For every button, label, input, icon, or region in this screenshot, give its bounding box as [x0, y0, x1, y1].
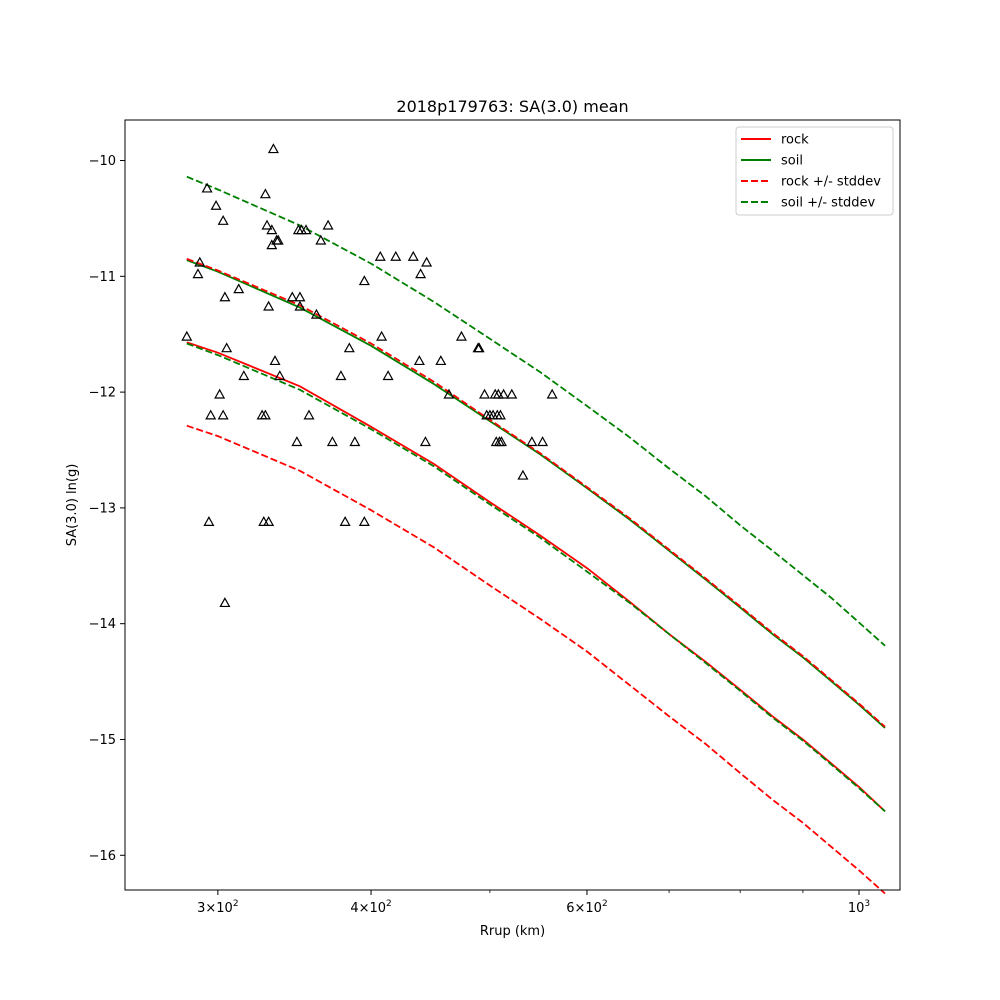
- observation-point: [407, 250, 419, 261]
- x-axis-label: Rrup (km): [480, 924, 545, 939]
- observation-point: [322, 219, 334, 230]
- observation-point: [303, 409, 315, 420]
- observation-point: [506, 388, 518, 399]
- observation-point: [339, 516, 351, 526]
- observation-point: [358, 275, 370, 286]
- observation-point: [192, 268, 204, 279]
- observation-point: [205, 409, 217, 420]
- observation-point: [374, 250, 386, 261]
- observation-point: [335, 370, 347, 381]
- observation-point: [300, 224, 312, 235]
- observation-point: [435, 355, 447, 366]
- observation-point: [203, 516, 215, 526]
- observation-point: [263, 516, 275, 526]
- observation-point: [259, 409, 271, 420]
- observation-point: [269, 355, 281, 366]
- observation-point: [349, 436, 361, 447]
- y-axis-ticks: −10 −11 −12 −13 −14 −15 −16: [89, 154, 125, 864]
- observation-point: [390, 250, 402, 261]
- observation-point: [415, 268, 427, 279]
- observation-point: [221, 342, 233, 353]
- observation-point: [259, 188, 271, 199]
- chart-title: 2018p179763: SA(3.0) mean: [396, 97, 628, 116]
- observation-point: [263, 300, 275, 311]
- x-axis-ticks: 3×102 4×102 6×102 103: [197, 890, 870, 916]
- observation-point: [217, 215, 229, 225]
- legend-label: rock: [781, 133, 809, 148]
- series-line-rock-stddev-2: [186, 258, 886, 728]
- legend: rock soil rock +/- stddev soil +/- stddev: [735, 126, 894, 216]
- observation-point: [382, 370, 394, 381]
- y-axis-label: SA(3.0) ln(g): [65, 464, 80, 547]
- points-layer: [181, 143, 558, 608]
- observation-point: [315, 234, 327, 245]
- observation-point: [219, 597, 231, 608]
- x-tick-label: 103: [848, 899, 870, 916]
- observation-point: [546, 388, 558, 399]
- series-line-soil-1: [186, 259, 886, 729]
- observation-point: [310, 308, 322, 319]
- y-tick-label: −15: [89, 733, 116, 748]
- observation-point: [455, 330, 467, 341]
- observation-point: [210, 199, 222, 210]
- observation-point: [274, 370, 286, 381]
- observation-point: [181, 330, 193, 341]
- y-tick-label: −16: [89, 849, 116, 864]
- observation-point: [272, 234, 284, 245]
- observation-point: [413, 355, 425, 366]
- legend-label: soil: [781, 154, 803, 169]
- observation-point: [479, 388, 491, 399]
- observation-point: [291, 436, 303, 447]
- lines-layer: [186, 175, 886, 895]
- plot-area: [125, 120, 900, 890]
- series-line-soil-stddev-4: [186, 175, 886, 647]
- observation-point: [419, 436, 431, 447]
- observation-point: [326, 436, 338, 447]
- observation-point: [286, 291, 298, 302]
- observation-point: [526, 436, 538, 447]
- y-tick-label: −13: [89, 501, 116, 516]
- observation-point: [266, 224, 278, 235]
- observation-point: [261, 219, 273, 230]
- series-line-rock-stddev-3: [186, 424, 886, 895]
- observation-point: [517, 469, 529, 480]
- legend-label: soil +/- stddev: [781, 196, 876, 211]
- observation-point: [421, 256, 433, 267]
- observation-point: [343, 342, 355, 353]
- observation-point: [201, 182, 213, 193]
- x-tick-label: 6×102: [566, 899, 607, 916]
- plot-frame: [124, 119, 901, 891]
- observation-point: [214, 388, 226, 399]
- observation-point: [294, 300, 306, 311]
- observation-point: [498, 388, 510, 399]
- observation-point: [194, 256, 206, 267]
- observation-point: [217, 409, 229, 420]
- observation-point: [473, 342, 485, 353]
- series-line-soil-stddev-5: [186, 342, 886, 812]
- x-tick-label: 3×102: [197, 899, 238, 916]
- observation-point: [219, 291, 231, 302]
- observation-point: [492, 388, 504, 399]
- observation-point: [494, 409, 506, 420]
- observation-point: [443, 388, 455, 399]
- x-tick-label: 4×102: [350, 899, 391, 916]
- y-tick-label: −12: [89, 386, 116, 401]
- observation-point: [537, 436, 549, 447]
- y-tick-label: −10: [89, 154, 116, 169]
- y-tick-label: −14: [89, 617, 116, 632]
- y-tick-label: −11: [89, 270, 116, 285]
- observation-point: [376, 330, 388, 341]
- observation-point: [238, 370, 250, 381]
- observation-point: [358, 516, 370, 526]
- legend-label: rock +/- stddev: [781, 175, 881, 190]
- observation-point: [267, 143, 279, 154]
- observation-point: [233, 283, 245, 294]
- observation-point: [495, 436, 507, 447]
- legend-box: [735, 126, 894, 216]
